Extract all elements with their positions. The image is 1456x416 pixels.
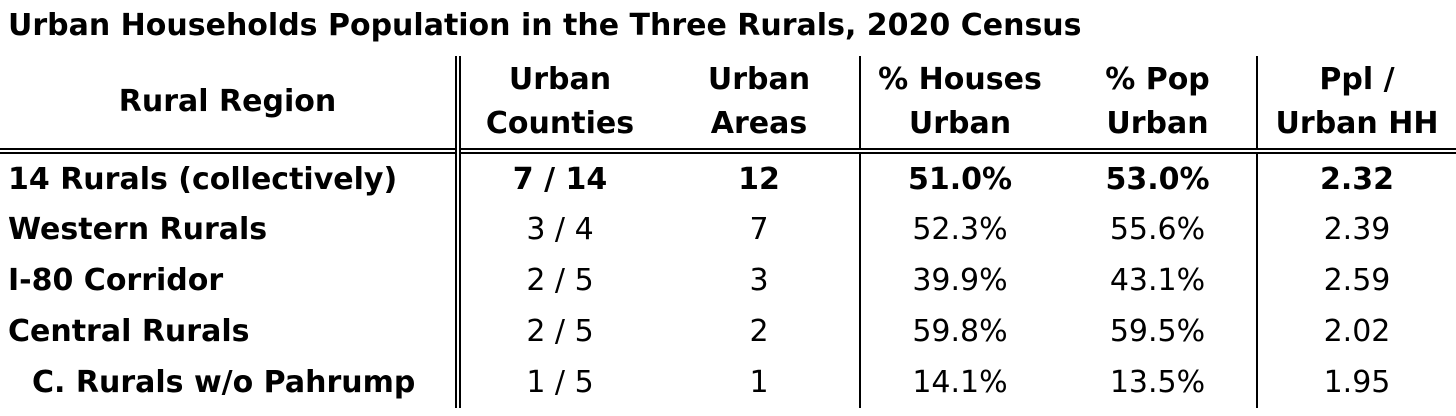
table-row: I-80 Corridor 2 / 5 3 39.9% 43.1% 2.59 [0, 255, 1456, 306]
header-urban-areas: Urban Areas [659, 56, 861, 151]
row-pct-houses-urban: 51.0% [860, 148, 1059, 204]
row-ppl-per-urban-hh: 2.02 [1323, 314, 1391, 349]
row-urban-counties: 1 / 5 [526, 365, 594, 400]
row-pct-pop-urban: 59.5% [1059, 306, 1258, 357]
row-pct-houses-urban: 59.8% [912, 314, 1008, 349]
row-ppl-per-urban-hh: 2.39 [1323, 212, 1391, 247]
header-rural-region: Rural Region [0, 56, 461, 151]
row-pct-houses-urban: 14.1% [912, 365, 1008, 400]
table-row: C. Rurals w/o Pahrump 1 / 5 1 14.1% 13.5… [0, 357, 1456, 408]
table-title: Urban Households Population in the Three… [8, 8, 1082, 43]
row-region: Central Rurals [0, 306, 461, 357]
header-row: Rural Region Urban Counties Urban Areas … [0, 56, 1456, 151]
header-ppl-per-urban-hh: Ppl / Urban HH [1275, 62, 1439, 141]
census-table: Rural Region Urban Counties Urban Areas … [0, 56, 1456, 408]
row-urban-areas: 7 [659, 204, 861, 255]
header-pct-pop-urban: % Pop Urban [1059, 56, 1258, 151]
row-region: I-80 Corridor [0, 255, 461, 306]
row-urban-counties: 2 / 5 [526, 314, 594, 349]
row-region: Western Rurals [0, 204, 461, 255]
row-region: C. Rurals w/o Pahrump [0, 357, 461, 408]
row-ppl-per-urban-hh: 1.95 [1323, 365, 1391, 400]
row-urban-counties: 7 / 14 [458, 148, 659, 204]
row-ppl-per-urban-hh: 2.32 [1257, 148, 1456, 204]
row-region: 14 Rurals (collectively) [0, 148, 461, 204]
row-urban-areas: 2 [659, 306, 861, 357]
row-pct-pop-urban: 43.1% [1059, 255, 1258, 306]
row-urban-areas: 1 [659, 357, 861, 408]
row-pct-houses-urban: 39.9% [912, 263, 1008, 298]
row-pct-pop-urban: 53.0% [1059, 148, 1258, 204]
row-urban-areas: 12 [659, 148, 861, 204]
row-urban-counties: 2 / 5 [526, 263, 594, 298]
row-urban-counties: 3 / 4 [526, 212, 594, 247]
table-row: 14 Rurals (collectively) 7 / 14 12 51.0%… [0, 148, 1456, 204]
table-row: Western Rurals 3 / 4 7 52.3% 55.6% 2.39 [0, 204, 1456, 255]
header-pct-houses-urban: % Houses Urban [878, 62, 1042, 141]
row-pct-pop-urban: 55.6% [1059, 204, 1258, 255]
row-ppl-per-urban-hh: 2.59 [1323, 263, 1391, 298]
row-urban-areas: 3 [659, 255, 861, 306]
header-urban-counties: Urban Counties [485, 62, 635, 141]
table-row: Central Rurals 2 / 5 2 59.8% 59.5% 2.02 [0, 306, 1456, 357]
row-pct-houses-urban: 52.3% [912, 212, 1008, 247]
row-pct-pop-urban: 13.5% [1059, 357, 1258, 408]
